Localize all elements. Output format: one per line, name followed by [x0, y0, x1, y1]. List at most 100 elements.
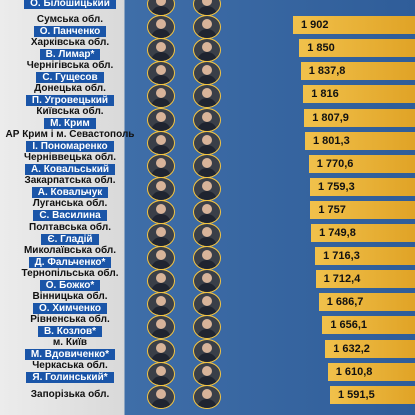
portrait-head: [202, 273, 212, 284]
portrait-body: [197, 75, 217, 85]
person-name-label: Є. Гладій: [41, 233, 99, 245]
region-label: Черкаська обл.: [32, 360, 108, 372]
portrait-body: [151, 75, 171, 85]
ranking-row: Харківська обл. В. Лимар* 1 850: [0, 36, 415, 63]
row-label-block: Київська обл. М. Крим: [0, 107, 140, 130]
portrait-head: [156, 19, 166, 30]
value-bar: 1 807,9: [304, 108, 415, 127]
portrait-photo: [147, 361, 175, 386]
portrait-head: [202, 250, 212, 261]
person-name-label: А. Ковальчук: [31, 187, 109, 199]
value-bar: 1 837,8: [300, 62, 415, 81]
portrait-photo: [193, 15, 221, 40]
portrait-head: [156, 88, 166, 99]
region-label: Черніввецька обл.: [23, 152, 117, 164]
portrait-body: [151, 98, 171, 108]
portrait-body: [197, 306, 217, 316]
portrait-body: [151, 167, 171, 177]
person-name-label: В. Козлов*: [37, 325, 103, 337]
row-label-block: Луганська обл. С. Василина: [0, 199, 140, 222]
row-label-block: О. Білошицький: [0, 0, 140, 14]
row-label-block: Рівненська обл. В. Козлов*: [0, 314, 140, 337]
value-bar: 1 686,7: [318, 293, 415, 312]
portrait-photo: [193, 315, 221, 340]
value-label: 1 712,4: [323, 273, 361, 286]
portrait-photo: [147, 292, 175, 317]
portrait-head: [202, 203, 212, 214]
portrait-body: [151, 352, 171, 362]
portrait-photo: [193, 84, 221, 109]
region-label: Донецька обл.: [34, 82, 106, 94]
row-label-block: Закарпатська обл. А. Ковальчук: [0, 176, 140, 199]
portrait-head: [202, 0, 212, 6]
person-name-label: П. Угровецький: [25, 94, 115, 106]
portrait-head: [202, 111, 212, 122]
region-label: м. Київ: [52, 337, 88, 348]
portrait-head: [156, 180, 166, 191]
ranking-row: Київська обл. М. Крим 1 807,9: [0, 107, 415, 132]
portrait-photo: [147, 338, 175, 363]
region-label: Вінницька обл.: [32, 290, 108, 302]
row-label-block: Миколаївська обл. Д. Фальченко*: [0, 245, 140, 268]
portrait-head: [156, 0, 166, 6]
portrait-head: [156, 227, 166, 237]
portrait-head: [202, 388, 212, 399]
person-name-label: М. Крим: [44, 118, 96, 129]
portrait-head: [202, 227, 212, 237]
region-label: Харківська обл.: [30, 36, 110, 48]
value-label: 1 716,3: [323, 250, 360, 263]
value-bar: 1 610,8: [327, 362, 415, 381]
ranking-row: Рівненська обл. В. Козлов* 1 656,1: [0, 314, 415, 340]
ranking-row: Сумська обл. О. Панченко 1 902: [0, 14, 415, 40]
ranking-row: Донецька обл. П. Угровецький 1 816: [0, 83, 415, 109]
portrait-body: [197, 190, 217, 200]
portrait-head: [156, 365, 166, 376]
portrait-photo: [193, 199, 221, 224]
portrait-body: [151, 329, 171, 339]
portrait-head: [156, 319, 166, 330]
portrait-body: [151, 29, 171, 39]
ranking-row: Черніввецька обл. А. Ковальський 1 770,6: [0, 153, 415, 178]
row-label-block: Черкаська обл. Я. Голинський*: [0, 361, 140, 384]
value-bar: 1 656,1: [322, 316, 415, 335]
portrait-head: [156, 111, 166, 122]
portrait-body: [197, 29, 217, 39]
value-label: 1 816: [311, 88, 339, 101]
value-label: 1 749,8: [319, 227, 356, 239]
person-name-label: О. Химченко: [33, 302, 107, 314]
portrait-head: [156, 134, 166, 145]
value-bar: 1 749,8: [311, 224, 415, 242]
portrait-body: [151, 398, 171, 408]
portrait-photo: [147, 15, 175, 40]
portrait-head: [202, 365, 212, 376]
portrait-photo: [193, 153, 221, 178]
value-label: 1 807,9: [312, 111, 349, 124]
value-label: 1 757: [318, 203, 346, 216]
value-bar: 1 770,6: [308, 154, 415, 173]
portrait-photo: [193, 269, 221, 294]
portrait-photo: [193, 292, 221, 317]
row-label-block: Черніввецька обл. А. Ковальський: [0, 153, 140, 176]
ranking-row: Тернопільська обл. О. Божко* 1 712,4: [0, 268, 415, 294]
portrait-body: [197, 52, 217, 62]
row-label-block: Вінницька обл. О. Химченко: [0, 291, 140, 314]
portrait-photo: [193, 176, 221, 201]
portrait-body: [197, 6, 217, 15]
ranking-row: Закарпатська обл. А. Ковальчук 1 759,3: [0, 176, 415, 201]
value-label: 1 850: [307, 42, 335, 55]
portrait-body: [151, 121, 171, 131]
value-label: 1 656,1: [330, 319, 368, 332]
person-name-label: О. Панченко: [33, 25, 107, 37]
portrait-photo: [147, 107, 175, 132]
person-name-label: О. Білошицький: [24, 0, 116, 9]
row-label-block: Донецька обл. П. Угровецький: [0, 83, 140, 106]
portrait-photo: [193, 130, 221, 155]
row-label-block: Сумська обл. О. Панченко: [0, 14, 140, 37]
row-label-block: Тернопільська обл. О. Божко*: [0, 268, 140, 291]
ranking-row: Черкаська обл. Я. Голинський* 1 610,8: [0, 361, 415, 386]
portrait-photo: [147, 246, 175, 271]
person-name-label: С. Василина: [33, 210, 107, 222]
value-bar: 1 757: [310, 200, 415, 219]
region-label: Київська обл.: [36, 106, 104, 117]
ranking-row: Запорізька обл. 1 591,5: [0, 384, 415, 409]
